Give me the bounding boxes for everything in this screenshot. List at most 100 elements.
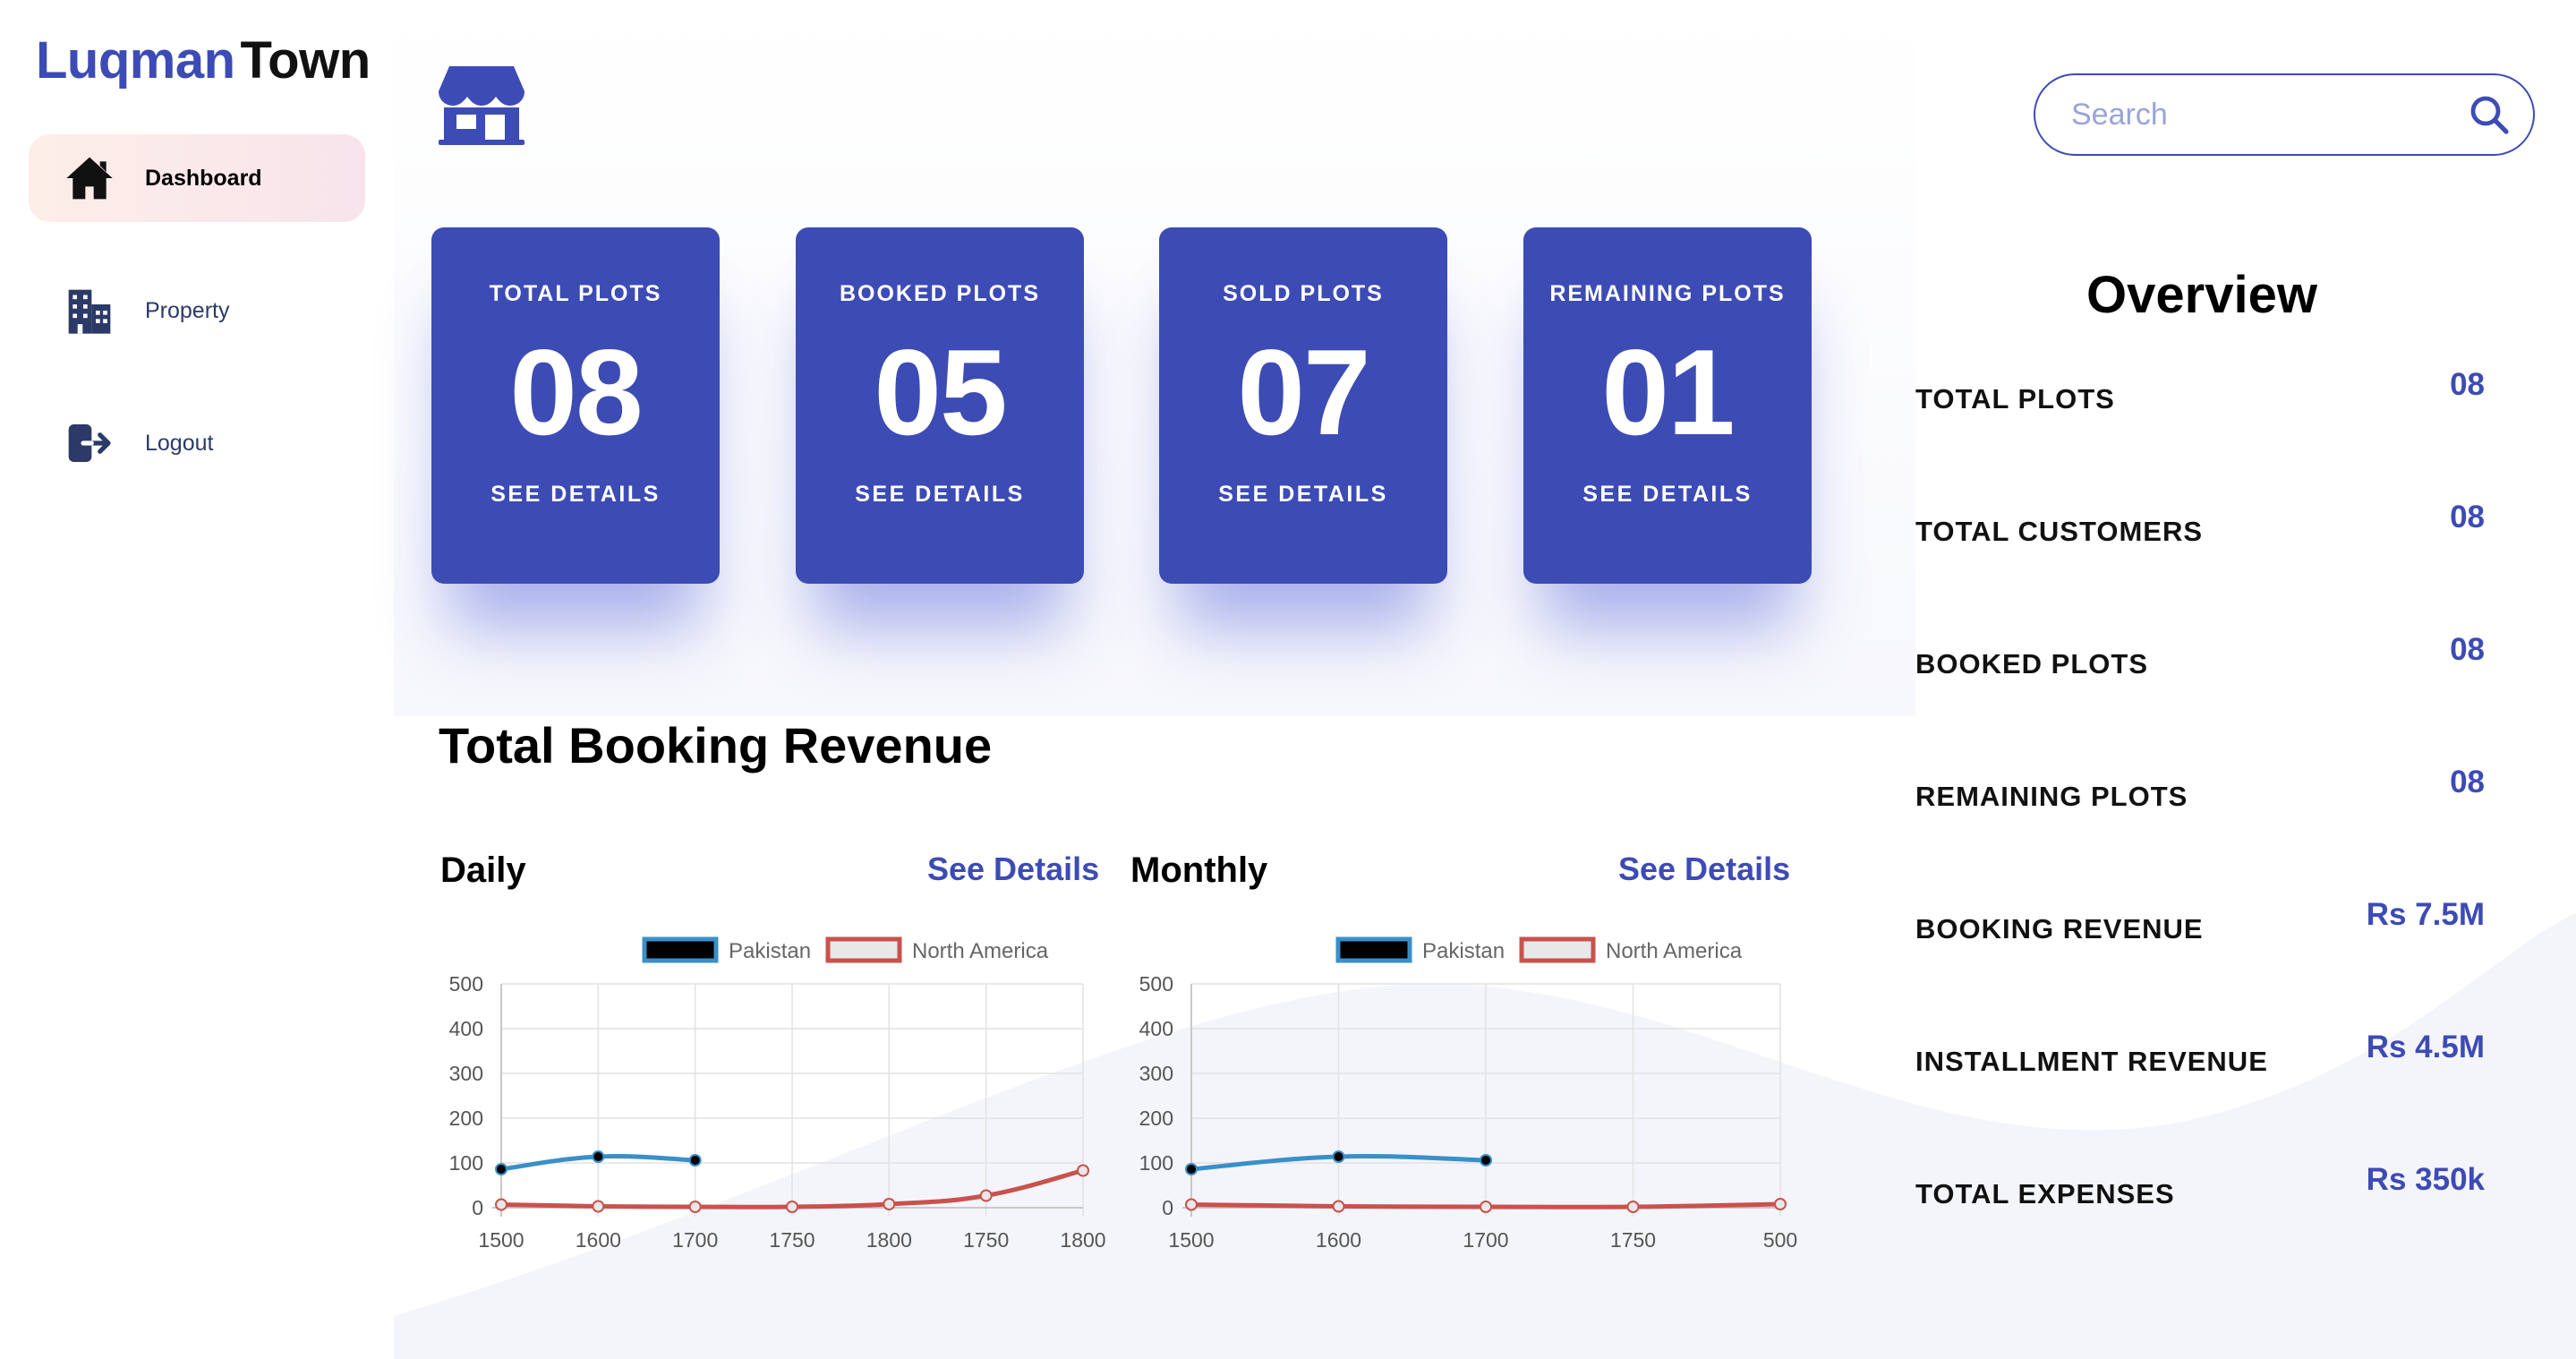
sidebar-item-property[interactable]: Property — [29, 267, 365, 355]
see-details-link[interactable]: SEE DETAILS — [1582, 482, 1753, 507]
data-point — [1332, 1200, 1345, 1213]
data-point — [1185, 1163, 1198, 1175]
section-title: Total Booking Revenue — [439, 717, 993, 774]
data-point — [1185, 1198, 1198, 1211]
see-details-link[interactable]: SEE DETAILS — [855, 482, 1025, 507]
sidebar-item-label: Dashboard — [145, 165, 262, 191]
card-value: 01 — [1601, 324, 1735, 460]
data-point — [688, 1201, 702, 1213]
building-icon — [64, 286, 115, 336]
data-point — [1480, 1201, 1492, 1213]
y-tick-label: 100 — [449, 1151, 483, 1175]
overview-row: INSTALLMENT REVENUE Rs 4.5M — [1915, 1030, 2485, 1083]
overview-row: REMAINING PLOTS 08 — [1915, 765, 2485, 818]
overview-label: TOTAL CUSTOMERS — [1915, 516, 2204, 547]
sidebar-item-label: Logout — [145, 430, 214, 456]
overview-label: INSTALLMENT REVENUE — [1915, 1046, 2268, 1077]
sidebar: Luqman Town Dashboard Property — [0, 0, 394, 1359]
y-tick-label: 300 — [449, 1062, 483, 1085]
monthly-chart-title: Monthly — [1130, 850, 1268, 890]
card-value: 05 — [874, 324, 1007, 460]
legend-swatch — [1335, 936, 1412, 963]
x-tick-label: 1600 — [1316, 1228, 1361, 1252]
overview-value: 08 — [2450, 367, 2485, 402]
legend-label: North America — [1606, 939, 1743, 963]
overview-value: Rs 4.5M — [2366, 1030, 2485, 1064]
data-point — [688, 1154, 702, 1167]
overview-value: 08 — [2450, 765, 2485, 799]
stat-card-booked-plots[interactable]: BOOKED PLOTS 05 SEE DETAILS — [796, 227, 1084, 584]
overview-row: TOTAL CUSTOMERS 08 — [1915, 500, 2485, 553]
data-point — [495, 1198, 508, 1211]
data-point — [883, 1198, 896, 1210]
legend-swatch — [1519, 936, 1596, 963]
search-bar — [2034, 73, 2535, 156]
x-tick-label: 1750 — [963, 1228, 1009, 1252]
data-point — [592, 1200, 605, 1213]
logo-part-1: Luqman — [36, 31, 235, 90]
card-title: BOOKED PLOTS — [839, 281, 1040, 306]
search-icon[interactable] — [2468, 92, 2511, 137]
data-point — [786, 1201, 798, 1213]
data-point — [979, 1189, 993, 1202]
monthly-line-chart: 0 100 200 300 400 500 1500 1600 1700 1750 500 Pakis… — [1139, 936, 1797, 1252]
y-tick-label: 0 — [1162, 1196, 1173, 1219]
x-tick-label: 1800 — [1060, 1228, 1105, 1252]
data-point — [592, 1150, 605, 1163]
overview-label: REMAINING PLOTS — [1915, 781, 2188, 812]
overview-value: 08 — [2450, 632, 2485, 667]
sidebar-item-dashboard[interactable]: Dashboard — [29, 134, 365, 222]
daily-see-details-link[interactable]: See Details — [927, 850, 1100, 887]
overview-row: TOTAL EXPENSES Rs 350k — [1915, 1162, 2485, 1216]
stat-card-sold-plots[interactable]: SOLD PLOTS 07 SEE DETAILS — [1159, 227, 1447, 584]
overview-row: BOOKING REVENUE Rs 7.5M — [1915, 897, 2485, 951]
x-tick-label: 1800 — [866, 1228, 912, 1252]
store-icon — [437, 63, 526, 151]
card-value: 08 — [509, 324, 643, 460]
see-details-link[interactable]: SEE DETAILS — [490, 482, 661, 507]
overview-row: TOTAL PLOTS 08 — [1915, 367, 2485, 421]
y-tick-label: 100 — [1139, 1151, 1173, 1175]
overview-row: BOOKED PLOTS 08 — [1915, 632, 2485, 686]
monthly-see-details-link[interactable]: See Details — [1618, 850, 1791, 887]
x-tick-label: 1750 — [769, 1228, 815, 1252]
sidebar-item-logout[interactable]: Logout — [29, 399, 365, 487]
stat-card-remaining-plots[interactable]: REMAINING PLOTS 01 SEE DETAILS — [1523, 227, 1812, 584]
x-tick-label: 1700 — [672, 1228, 718, 1252]
card-value: 07 — [1237, 324, 1370, 460]
x-tick-label: 1700 — [1463, 1228, 1508, 1252]
x-tick-label: 1500 — [1168, 1228, 1214, 1252]
overview-value: 08 — [2450, 500, 2485, 534]
x-tick-label: 1500 — [478, 1228, 524, 1252]
data-point — [1774, 1198, 1787, 1210]
data-point — [1626, 1201, 1640, 1213]
y-tick-label: 500 — [1139, 972, 1173, 996]
search-input[interactable] — [2071, 97, 2468, 132]
daily-chart-title: Daily — [440, 850, 526, 890]
data-point — [1332, 1150, 1345, 1163]
card-title: REMAINING PLOTS — [1549, 281, 1786, 306]
legend-label: North America — [912, 939, 1049, 963]
overview-value: Rs 350k — [2366, 1162, 2485, 1197]
app-logo[interactable]: Luqman Town — [36, 30, 371, 90]
card-title: SOLD PLOTS — [1223, 281, 1384, 306]
data-point — [1077, 1164, 1089, 1177]
data-point — [1480, 1154, 1492, 1167]
x-tick-label: 1750 — [1610, 1228, 1656, 1252]
x-tick-label: 1600 — [576, 1228, 621, 1252]
y-tick-label: 200 — [449, 1107, 483, 1130]
legend-label: Pakistan — [1422, 939, 1505, 963]
legend-swatch — [825, 936, 902, 963]
legend-label: Pakistan — [729, 939, 811, 963]
y-tick-label: 400 — [1139, 1017, 1173, 1040]
y-tick-label: 0 — [472, 1196, 483, 1219]
daily-line-chart: 0 100 200 300 400 500 1500 1600 1700 1750 1800 1750… — [449, 936, 1106, 1252]
sidebar-item-label: Property — [145, 297, 230, 323]
stat-card-total-plots[interactable]: TOTAL PLOTS 08 SEE DETAILS — [431, 227, 720, 584]
y-tick-label: 500 — [449, 972, 483, 996]
overview-label: TOTAL PLOTS — [1915, 383, 2115, 415]
card-title: TOTAL PLOTS — [489, 281, 662, 306]
see-details-link[interactable]: SEE DETAILS — [1218, 482, 1388, 507]
logout-icon — [64, 418, 115, 468]
overview-label: BOOKING REVENUE — [1915, 913, 2204, 944]
